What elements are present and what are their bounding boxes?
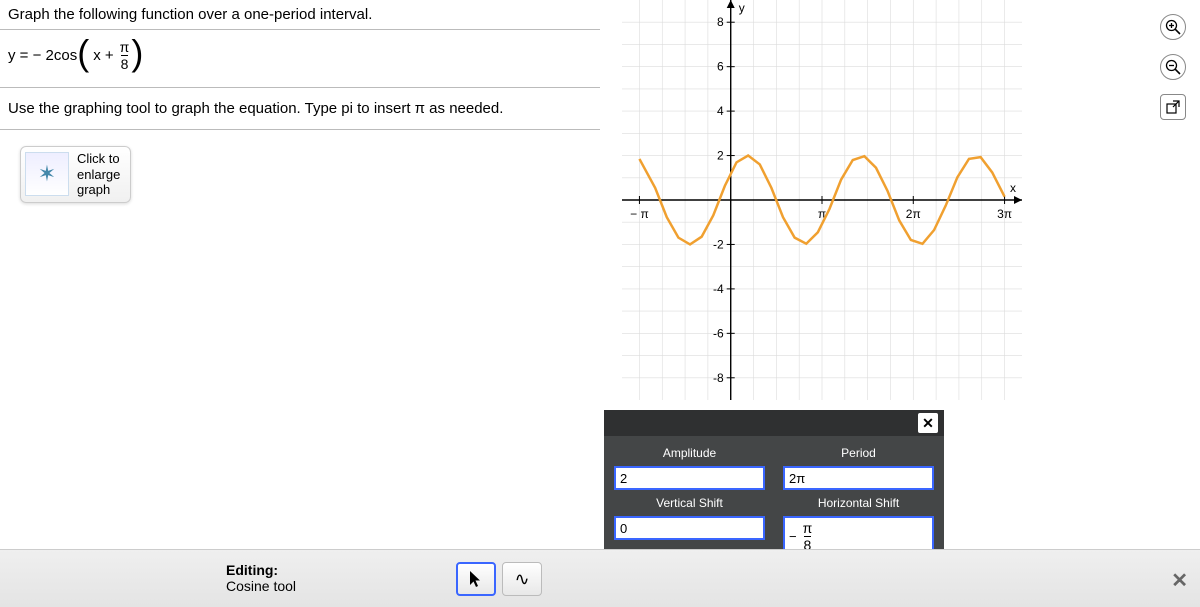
editing-status: Editing: Cosine tool — [226, 562, 296, 594]
svg-text:− π: − π — [630, 207, 649, 221]
equation-fraction: π 8 — [120, 40, 130, 71]
svg-text:-4: -4 — [713, 282, 724, 296]
period-input[interactable]: 2π — [783, 466, 934, 490]
svg-text:y: y — [739, 1, 745, 15]
enlarge-graph-button[interactable]: ✶ Click to enlarge graph — [20, 146, 131, 203]
svg-text:8: 8 — [717, 15, 724, 29]
svg-text:3π: 3π — [997, 207, 1012, 221]
vshift-input[interactable]: 0 — [614, 516, 765, 540]
editing-tool-name: Cosine tool — [226, 578, 296, 594]
pointer-tool-button[interactable] — [456, 562, 496, 596]
amplitude-label: Amplitude — [614, 446, 765, 460]
graph-canvas[interactable]: -8-6-4-22468− ππ2π3πxy — [622, 0, 1022, 400]
period-label: Period — [783, 446, 934, 460]
enlarge-l3: graph — [77, 182, 120, 198]
svg-text:-2: -2 — [713, 237, 724, 251]
tool-header[interactable]: ✕ — [604, 410, 944, 436]
enlarge-l1: Click to — [77, 151, 120, 167]
bottom-toolbar: Editing: Cosine tool ∿ ✕ — [0, 549, 1200, 607]
svg-text:x: x — [1010, 181, 1016, 195]
close-paren: ) — [131, 39, 143, 68]
amplitude-input[interactable]: 2 — [614, 466, 765, 490]
equation-x: x + — [93, 47, 113, 64]
tool-close-button[interactable]: ✕ — [918, 413, 938, 433]
hshift-num: π — [803, 521, 813, 536]
svg-text:-8: -8 — [713, 371, 724, 385]
svg-text:2: 2 — [717, 149, 724, 163]
frac-den: 8 — [121, 55, 129, 71]
equation: y = − 2cos ( x + π 8 ) — [0, 30, 600, 88]
open-paren: ( — [77, 39, 89, 68]
editing-label: Editing: — [226, 562, 296, 578]
bottom-close-button[interactable]: ✕ — [1171, 568, 1188, 593]
problem-title: Graph the following function over a one-… — [0, 0, 600, 30]
zoom-out-icon[interactable] — [1160, 54, 1186, 80]
svg-text:4: 4 — [717, 104, 724, 118]
instruction-text: Use the graphing tool to graph the equat… — [0, 88, 600, 130]
wave-tool-button[interactable]: ∿ — [502, 562, 542, 596]
equation-prefix: y = − 2cos — [8, 47, 77, 64]
hshift-prefix: − — [789, 529, 797, 544]
svg-text:6: 6 — [717, 60, 724, 74]
zoom-in-icon[interactable] — [1160, 14, 1186, 40]
hshift-label: Horizontal Shift — [783, 496, 934, 510]
svg-text:-6: -6 — [713, 326, 724, 340]
enlarge-label: Click to enlarge graph — [77, 151, 120, 198]
vshift-label: Vertical Shift — [614, 496, 765, 510]
frac-num: π — [120, 40, 130, 55]
popout-icon[interactable] — [1160, 94, 1186, 120]
enlarge-thumb-icon: ✶ — [25, 152, 69, 196]
svg-text:2π: 2π — [906, 207, 921, 221]
enlarge-l2: enlarge — [77, 167, 120, 183]
hshift-fraction: π 8 — [803, 521, 813, 552]
